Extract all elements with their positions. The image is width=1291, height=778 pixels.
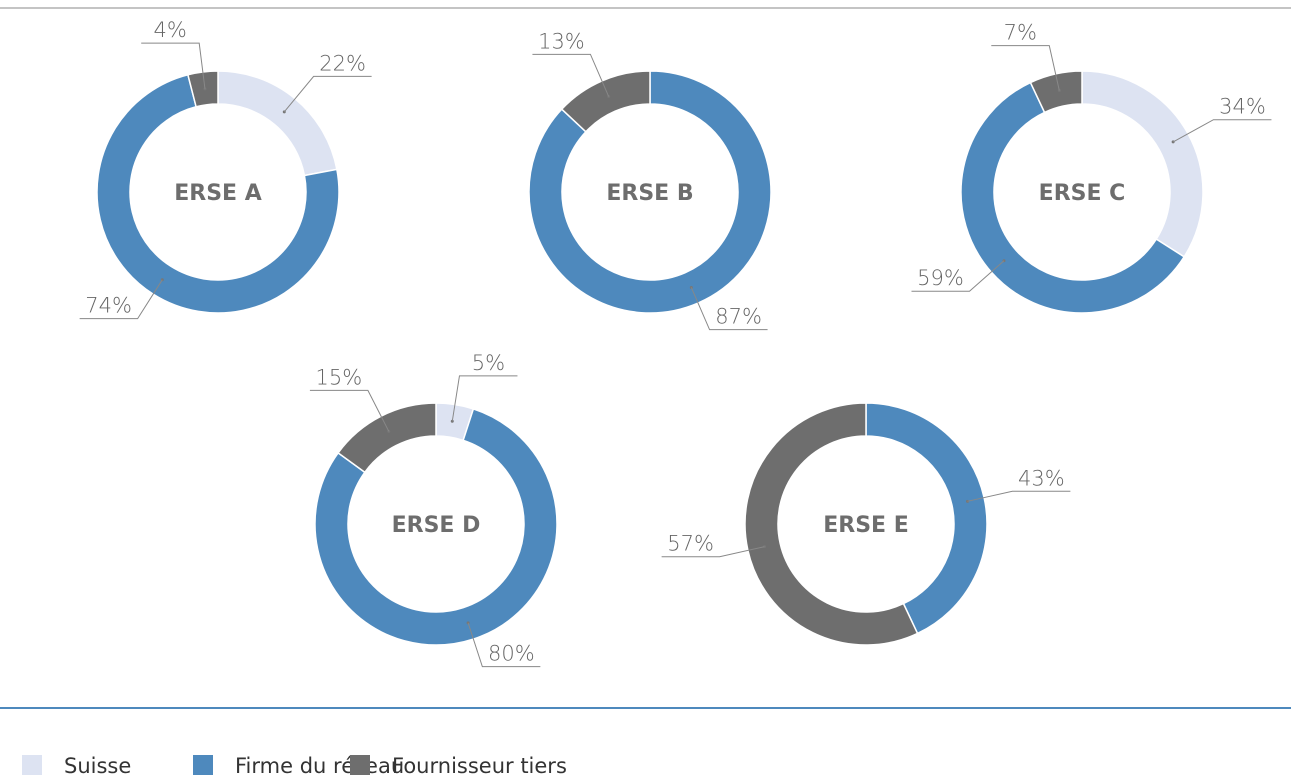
value-label: 5% [472,351,505,375]
donut-title: ERSE D [392,513,481,538]
donut-title: ERSE C [1039,181,1126,206]
legend-label: Fournisseur tiers [392,754,567,778]
leader-line [991,45,1060,91]
value-label: 15% [316,365,363,389]
leader-line [79,279,163,320]
legend-swatch [193,755,213,775]
leader-line [967,490,1071,502]
leader-line [532,53,610,97]
donut-segment [560,70,651,133]
donut-segment [337,402,437,474]
donut-segment [217,70,338,177]
legend-swatch [350,755,370,775]
legend-swatch [22,755,42,775]
value-label: 57% [667,532,714,556]
leader-line [467,622,541,668]
donut-segment [865,402,988,635]
donut-segment [96,73,340,314]
value-label: 59% [917,266,964,290]
value-label: 43% [1018,466,1065,490]
legend-label: Suisse [64,754,131,778]
donut-title: ERSE A [174,181,262,206]
leader-line [911,260,1005,292]
leader-line [451,375,518,422]
leader-line [690,287,768,331]
value-label: 80% [488,642,535,666]
leader-line [141,42,206,89]
leader-line [283,75,372,113]
value-label: 13% [538,29,585,53]
donut-title: ERSE E [823,513,909,538]
donut-segment [744,402,919,646]
donut-segment [186,70,219,108]
donut-segment [960,81,1186,314]
legend-label: Firme du réseau [235,754,404,778]
value-label: 7% [1004,21,1037,45]
leader-line [661,546,765,558]
leader-line [1172,119,1272,143]
donut-segment [314,407,558,646]
donut-segment [1081,70,1204,258]
value-label: 34% [1219,95,1266,119]
value-label: 87% [715,305,762,329]
value-label: 4% [154,18,187,42]
value-label: 22% [319,51,366,75]
value-label: 74% [85,294,132,318]
donut-segment [528,70,772,314]
leader-line [309,389,390,432]
donut-title: ERSE B [606,181,693,206]
donut-segment [1029,70,1083,114]
